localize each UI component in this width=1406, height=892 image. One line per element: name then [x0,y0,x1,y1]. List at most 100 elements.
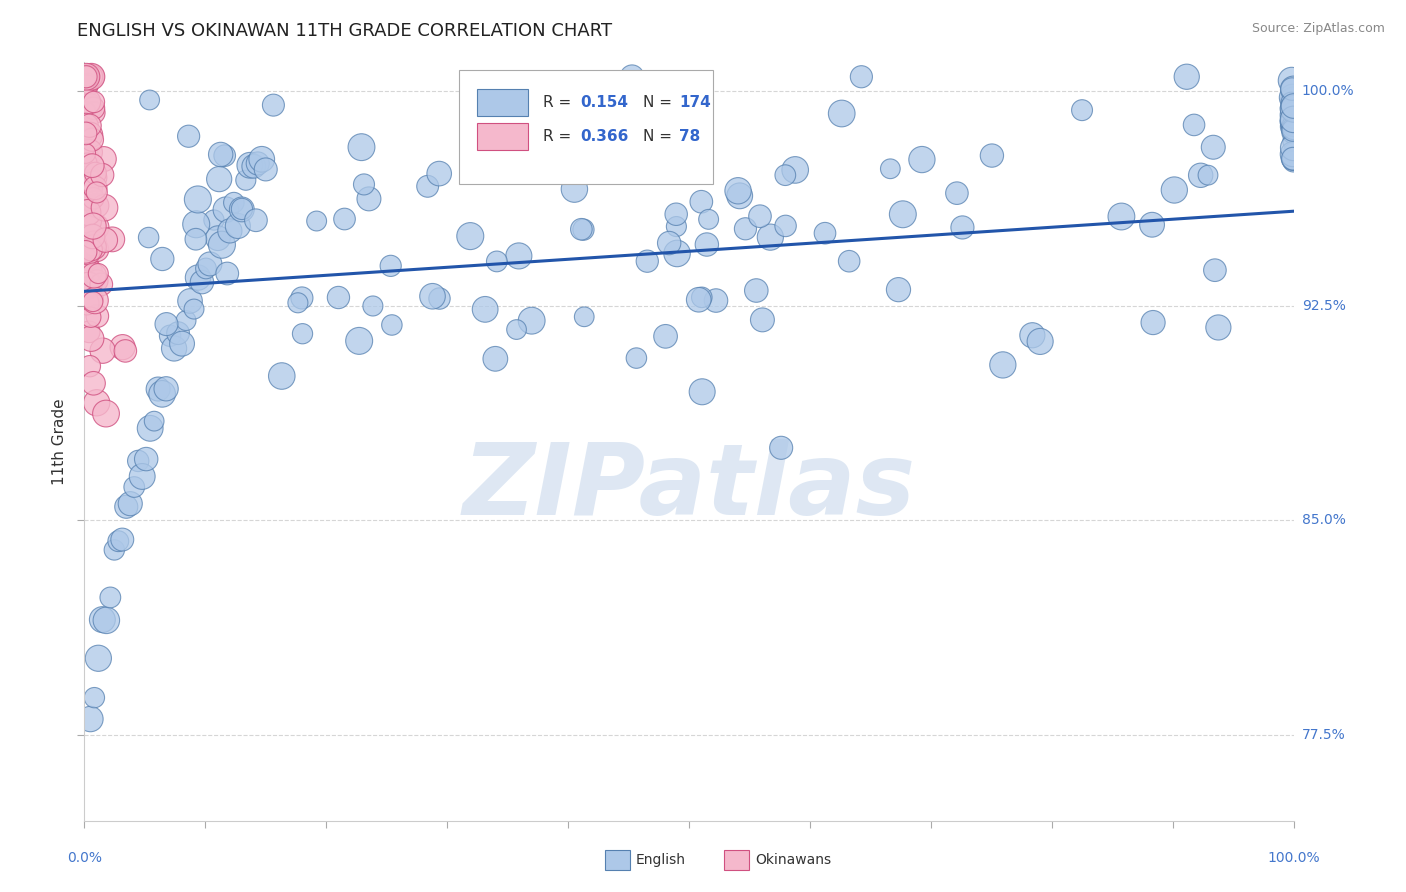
Point [194,261,217,276]
Point [222,195,245,210]
Point [83,105,105,120]
Point [291,291,314,305]
Point [569,222,592,236]
Point [485,254,508,268]
Point [75,146,97,161]
Point [86,309,108,323]
Point [120,497,142,511]
Point [749,209,772,223]
Point [831,106,853,120]
Point [1282,145,1305,160]
Point [564,182,586,196]
Point [1279,95,1302,110]
Point [209,147,232,161]
Point [179,293,201,308]
Point [77,77,100,91]
Text: Okinawans: Okinawans [755,853,831,867]
Point [75,104,97,119]
Point [86,396,108,410]
Point [122,480,145,494]
Point [1282,108,1305,122]
Point [207,231,229,245]
Point [520,314,543,328]
Point [86,274,108,288]
Point [911,153,934,167]
Point [686,97,709,112]
Point [79,712,101,726]
Text: ENGLISH VS OKINAWAN 11TH GRADE CORRELATION CHART: ENGLISH VS OKINAWAN 11TH GRADE CORRELATI… [77,22,613,40]
Point [86,243,108,257]
Point [115,500,138,514]
Point [77,246,100,260]
Point [77,278,100,293]
Point [250,153,273,167]
Point [87,267,110,281]
Point [83,95,105,109]
Point [1281,115,1303,129]
Point [79,173,101,187]
Point [422,289,444,303]
Point [305,214,328,228]
Point [143,414,166,428]
Point [658,235,681,250]
Point [690,384,713,399]
Point [1282,152,1305,166]
Point [80,70,103,84]
Point [357,192,380,206]
Point [80,332,103,346]
Point [96,613,118,627]
Point [94,233,117,247]
Point [474,302,496,317]
Point [328,291,350,305]
Point [98,591,121,605]
Point [91,168,114,182]
Point [77,179,100,194]
Point [83,236,105,251]
Point [75,244,97,259]
Point [79,145,101,160]
Point [111,340,134,354]
Point [77,95,100,109]
Point [75,70,97,84]
Point [159,328,181,343]
Point [215,202,238,217]
Point [380,259,402,273]
Point [1029,334,1052,349]
Point [1208,320,1230,334]
Point [1142,316,1164,330]
Point [75,119,97,133]
Point [77,70,100,84]
Point [1282,152,1305,166]
Point [150,387,173,401]
Point [686,106,709,120]
Point [84,166,107,180]
Point [75,70,97,84]
Point [77,325,100,339]
Point [1281,147,1303,161]
Point [80,70,103,84]
Point [1021,328,1043,343]
Point [80,264,103,278]
Point [508,249,530,263]
Text: R =: R = [543,129,575,145]
Point [1281,134,1303,148]
Point [80,182,103,196]
Point [84,181,107,195]
Point [1282,115,1305,129]
Point [572,222,595,236]
Point [82,292,104,306]
Point [75,280,97,294]
Point [505,322,527,336]
Point [76,156,98,170]
Point [80,70,103,84]
Point [1281,73,1303,87]
Text: 85.0%: 85.0% [1302,513,1346,527]
Point [139,421,162,435]
Text: 0.0%: 0.0% [67,851,101,865]
Point [1281,120,1303,134]
Point [637,84,659,98]
Point [242,159,264,173]
Point [167,326,190,340]
Point [1182,118,1205,132]
Point [262,98,284,112]
